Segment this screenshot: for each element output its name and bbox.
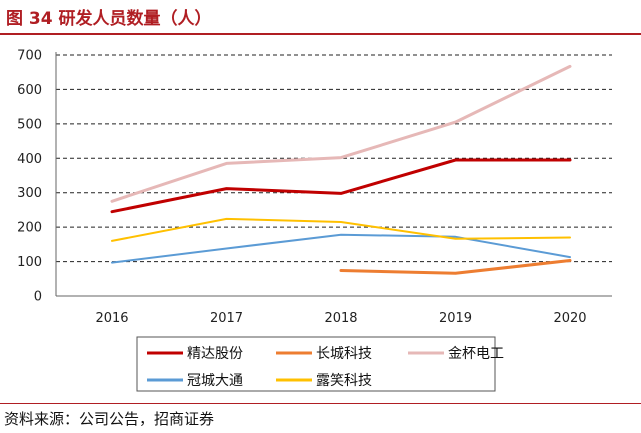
source-divider <box>0 403 641 404</box>
series-line-4 <box>111 217 571 242</box>
y-tick-label: 600 <box>17 83 42 98</box>
y-tick-label: 500 <box>17 117 42 132</box>
legend-label: 金杯电工 <box>448 346 504 362</box>
y-tick-label: 700 <box>17 49 42 64</box>
y-tick-label: 200 <box>17 221 42 236</box>
x-tick-label: 2016 <box>95 311 128 326</box>
series-line-3 <box>111 233 571 264</box>
y-tick-label: 0 <box>34 290 42 305</box>
y-tick-label: 400 <box>17 152 42 167</box>
title-rule <box>0 33 641 35</box>
x-tick-label: 2017 <box>210 311 243 326</box>
figure-title: 图 34 研发人员数量（人） <box>6 9 212 29</box>
x-tick-label: 2018 <box>324 311 357 326</box>
series-line-2 <box>110 64 572 203</box>
series-line-0 <box>110 158 572 214</box>
legend-label: 露笑科技 <box>316 373 372 389</box>
x-tick-label: 2020 <box>553 311 586 326</box>
y-tick-label: 300 <box>17 186 42 201</box>
series-line-1 <box>339 259 572 275</box>
source-note: 资料来源：公司公告，招商证券 <box>4 410 215 428</box>
legend-label: 长城科技 <box>316 346 372 362</box>
line-chart: 0 100 200 300 400 500 600 700 2016 2017 2018 2019 20… <box>17 49 612 392</box>
legend-box <box>136 336 496 392</box>
x-tick-label: 2019 <box>439 311 472 326</box>
legend-label: 冠城大通 <box>187 373 243 389</box>
legend-label: 精达股份 <box>187 346 243 362</box>
y-tick-label: 100 <box>17 255 42 270</box>
